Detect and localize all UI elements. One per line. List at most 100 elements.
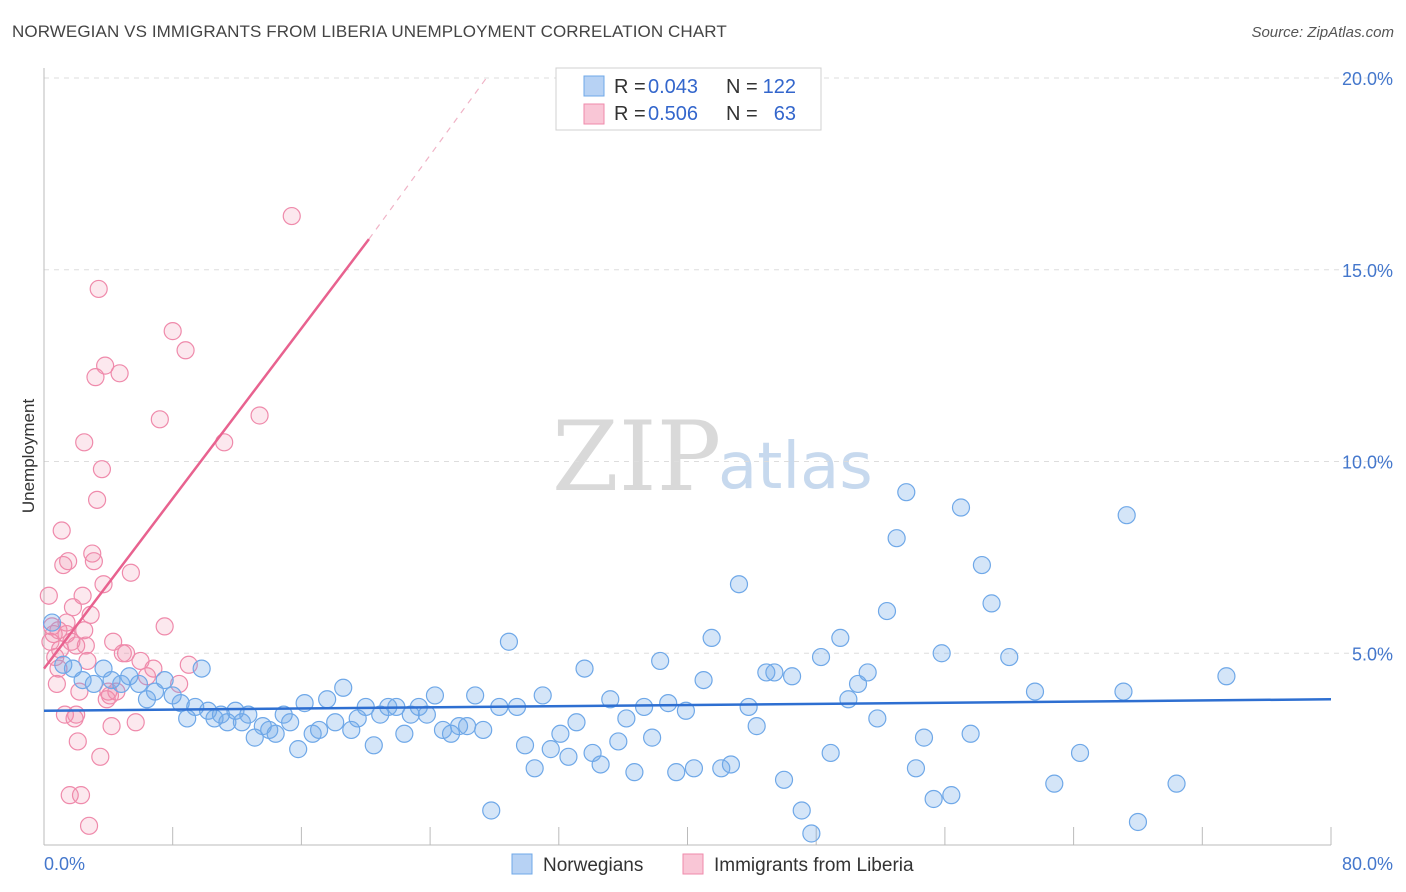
norwegian-point — [839, 690, 858, 709]
legend-r-label-2: R = — [614, 103, 646, 125]
y-axis-label: Unemployment — [19, 399, 38, 514]
norwegian-point — [318, 690, 337, 709]
liberia-point — [57, 613, 76, 632]
norwegian-point — [625, 763, 644, 782]
norwegian-point — [782, 667, 802, 686]
norwegian-point — [129, 674, 149, 694]
liberia-point — [250, 406, 269, 425]
legend-n-label-1: N = — [726, 76, 758, 98]
liberia-point — [94, 575, 113, 594]
norwegian-point — [425, 686, 445, 705]
norwegian-point — [309, 720, 329, 740]
watermark: ZIP atlas — [552, 401, 873, 513]
legend-n-value-2: 63 — [774, 103, 796, 125]
norwegian-point — [617, 709, 636, 728]
norwegian-point — [474, 720, 493, 740]
norwegian-point — [239, 705, 258, 724]
liberia-point — [67, 705, 86, 724]
norwegian-point — [914, 728, 934, 747]
norwegian-point — [667, 763, 686, 782]
y-tick-label: 5.0% — [1352, 644, 1393, 664]
y-tick-labels: 5.0% 10.0% 15.0% 20.0% — [1342, 69, 1393, 664]
norwegian-point — [334, 678, 353, 697]
liberia-point — [83, 544, 102, 563]
norwegian-point — [559, 747, 578, 766]
norwegian-point — [684, 759, 704, 778]
norwegian-point — [120, 667, 139, 686]
norwegian-point — [551, 724, 570, 743]
norwegian-point — [567, 713, 586, 732]
norwegian-point — [84, 674, 103, 694]
bottom-legend: Norwegians Immigrants from Liberia — [511, 853, 914, 876]
liberia-point — [76, 636, 95, 655]
norwegian-point — [747, 717, 766, 736]
y-tick-label: 10.0% — [1342, 453, 1393, 473]
liberia-point — [73, 586, 92, 605]
watermark-atlas: atlas — [718, 430, 873, 504]
liberia-point — [170, 674, 189, 694]
norwegian-point — [1117, 506, 1136, 525]
liberia-trend-line — [43, 238, 370, 670]
liberia-point — [70, 682, 89, 701]
norwegian-point — [609, 732, 628, 751]
liberia-point — [92, 460, 112, 479]
norwegian-point — [877, 601, 897, 621]
norwegian-point — [651, 651, 670, 671]
y-tick-label: 15.0% — [1342, 261, 1393, 281]
liberia-points — [39, 206, 301, 835]
x-tick-label-max: 80.0% — [1342, 854, 1393, 874]
norwegian-point — [739, 697, 758, 717]
liberia-point — [176, 341, 195, 360]
liberia-point — [144, 659, 163, 678]
norwegian-point — [702, 628, 721, 648]
liberia-point — [52, 521, 71, 540]
norwegian-point — [972, 555, 992, 575]
liberia-trend-extension — [368, 77, 487, 240]
norwegian-point — [499, 632, 519, 651]
norwegian-point — [676, 701, 695, 720]
norwegian-point — [961, 724, 980, 743]
norwegian-point — [533, 686, 552, 705]
norwegian-point — [897, 483, 916, 502]
norwegian-point — [932, 644, 951, 663]
bottom-legend-liberia: Immigrants from Liberia — [714, 855, 914, 876]
norwegian-point — [765, 663, 784, 682]
norwegian-point — [1000, 647, 1019, 667]
norwegian-point — [591, 755, 610, 774]
legend: R = 0.043 N = 122 R = 0.506 N = 63 — [555, 67, 822, 131]
legend-n-label-2: N = — [726, 103, 758, 125]
liberia-point — [67, 636, 86, 655]
norwegian-point — [395, 724, 414, 743]
norwegian-point — [811, 647, 831, 667]
liberia-point — [71, 786, 91, 805]
liberia-point — [89, 279, 108, 299]
norwegian-point — [575, 659, 594, 678]
liberia-point — [47, 674, 66, 694]
norwegian-point — [1217, 667, 1236, 686]
liberia-point — [78, 651, 97, 671]
legend-swatch-blue — [583, 75, 605, 97]
y-tick-label: 20.0% — [1342, 69, 1393, 89]
liberia-point — [150, 410, 169, 429]
legend-r-value-2: 0.506 — [648, 103, 698, 125]
norwegian-point — [924, 789, 943, 809]
liberia-point — [75, 621, 94, 640]
x-tick-label-min: 0.0% — [44, 854, 85, 874]
norwegian-point — [868, 709, 887, 728]
bottom-legend-swatch-liberia — [682, 853, 704, 875]
norwegian-point — [942, 786, 961, 805]
liberia-point — [59, 552, 78, 571]
norwegian-point — [887, 529, 906, 548]
norwegian-point — [281, 713, 300, 732]
norwegian-point — [659, 694, 678, 713]
legend-n-value-1: 122 — [763, 76, 796, 98]
norwegian-point — [458, 717, 477, 736]
norwegian-point — [1045, 774, 1064, 793]
liberia-point — [126, 713, 145, 732]
norwegian-point — [601, 690, 620, 709]
gridlines — [44, 77, 1393, 654]
norwegian-point — [831, 628, 850, 648]
norwegian-point — [482, 801, 501, 820]
norwegian-point — [466, 686, 485, 705]
norwegian-point — [326, 713, 345, 732]
